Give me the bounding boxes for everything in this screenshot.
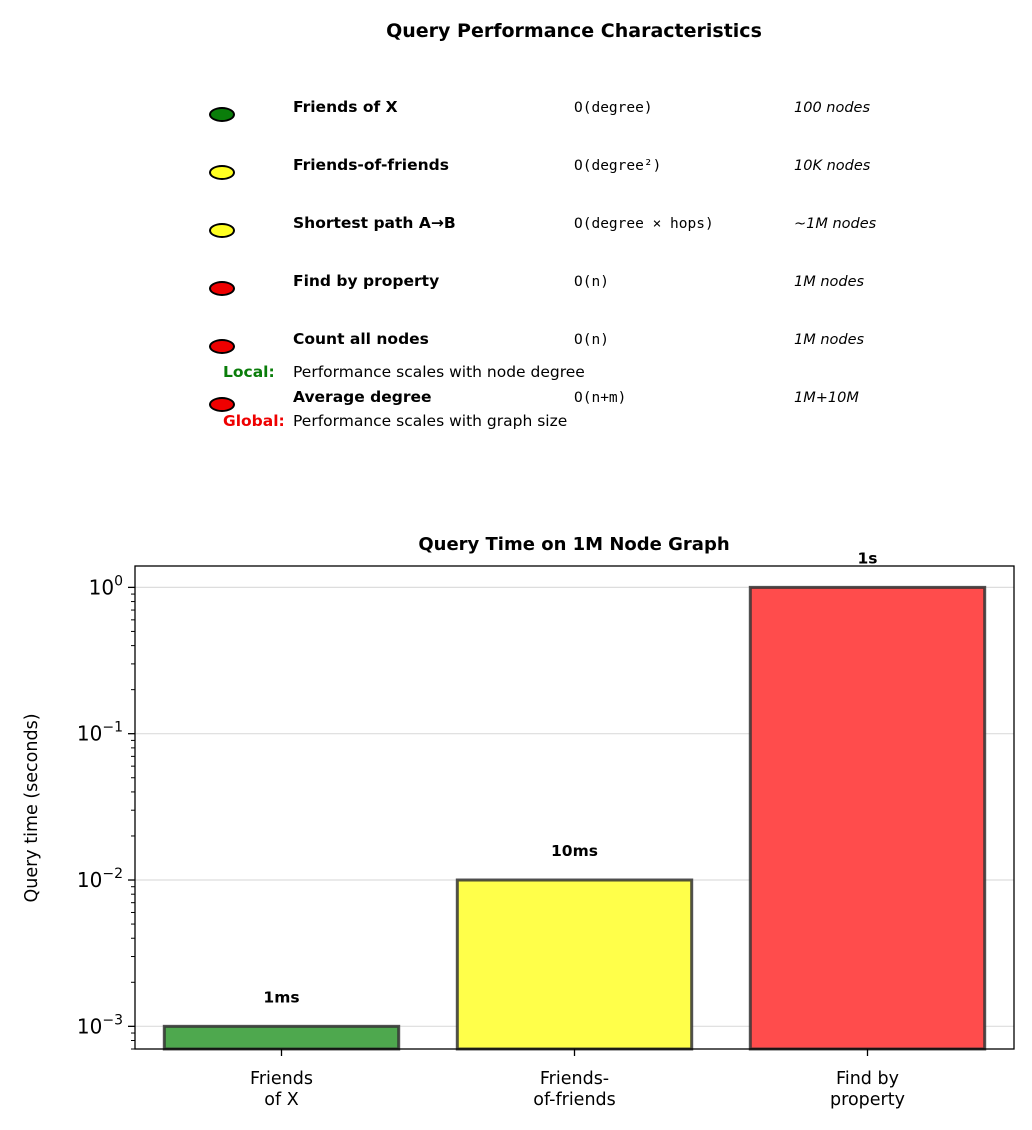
- bars: 1ms 10ms 1s: [162, 549, 987, 1051]
- row-name: Friends of X: [293, 98, 398, 116]
- row-complexity: O(degree × hops): [574, 216, 714, 232]
- status-dot-icon: [209, 339, 235, 354]
- plot-frame: [134, 565, 1015, 1050]
- x-tick-label: Friends of X: [250, 1069, 313, 1110]
- bar: [162, 1024, 401, 1051]
- y-tick-label: 10−1: [77, 720, 123, 746]
- row-complexity: O(degree): [574, 100, 653, 116]
- chart-title: Query Time on 1M Node Graph: [418, 534, 729, 555]
- bar: [455, 878, 694, 1051]
- status-dot-icon: [209, 223, 235, 238]
- bar-value-label: 10ms: [551, 842, 598, 860]
- row-complexity: O(n): [574, 274, 609, 290]
- note-text: Performance scales with node degree: [293, 363, 585, 381]
- y-axis-label: Query time (seconds): [22, 713, 42, 902]
- bar-value-label: 1s: [857, 549, 877, 567]
- row-name: Friends-of-friends: [293, 156, 449, 174]
- table-title: Query Performance Characteristics: [386, 20, 762, 42]
- row-name: Shortest path A→B: [293, 214, 456, 232]
- x-tick-label: Friends-of-friends: [533, 1069, 616, 1110]
- row-size: ~1M nodes: [794, 216, 877, 232]
- status-dot-icon: [209, 107, 235, 122]
- x-tick-label: Find by property: [830, 1069, 905, 1110]
- y-tick-label: 10−3: [77, 1012, 123, 1038]
- row-complexity: O(n): [574, 332, 609, 348]
- row-name: Count all nodes: [293, 330, 429, 348]
- y-tick-label: 10−2: [77, 866, 123, 892]
- note-text: Performance scales with graph size: [293, 412, 568, 430]
- x-axis-ticks: Friends of X Friends-of-friends Find by prop…: [250, 1049, 905, 1110]
- status-dot-icon: [209, 165, 235, 180]
- minor-ticks: [131, 593, 135, 1050]
- row-size: 100 nodes: [794, 100, 871, 116]
- row-name: Find by property: [293, 272, 440, 290]
- y-tick-label: 100: [89, 573, 123, 599]
- row-complexity: O(degree²): [574, 158, 662, 174]
- bar: [748, 585, 987, 1051]
- row-name: Average degree: [293, 388, 432, 406]
- row-size: 10K nodes: [794, 158, 871, 174]
- row-size: 1M+10M: [794, 390, 859, 406]
- note-label: Local:: [223, 363, 275, 381]
- note-label: Global:: [223, 412, 285, 430]
- status-dot-icon: [209, 397, 235, 412]
- bar-value-label: 1ms: [263, 988, 299, 1006]
- status-dot-icon: [209, 281, 235, 296]
- row-complexity: O(n+m): [574, 390, 627, 406]
- row-size: 1M nodes: [794, 332, 865, 348]
- row-size: 1M nodes: [794, 274, 865, 290]
- y-axis-ticks: 10−3 10−2 10−1 100: [77, 573, 135, 1038]
